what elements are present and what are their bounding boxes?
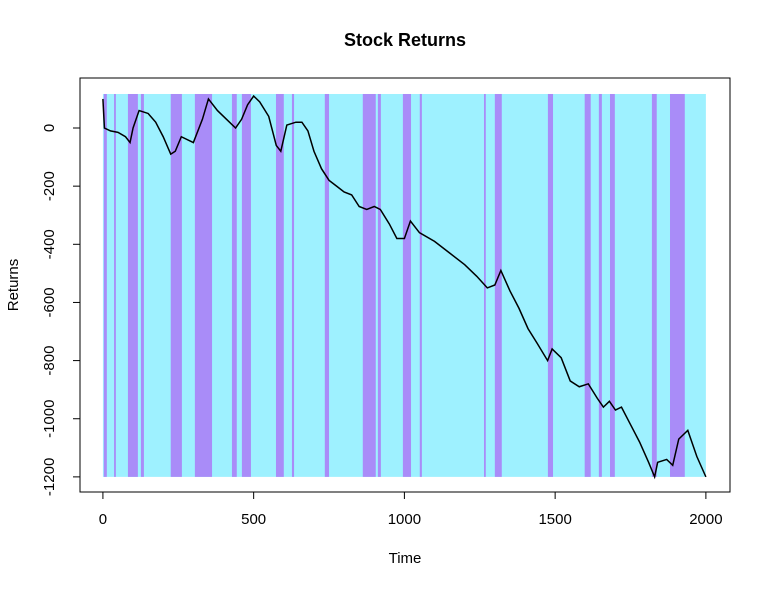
y-tick-label: -800 xyxy=(41,346,58,376)
y-tick-label: 0 xyxy=(41,124,58,132)
shaded-region xyxy=(241,93,251,477)
shaded-region xyxy=(194,93,213,477)
shaded-region xyxy=(324,93,330,477)
shaded-region xyxy=(547,93,554,477)
shaded-region xyxy=(494,93,502,477)
y-tick-label: -1000 xyxy=(41,400,58,438)
y-tick-label: -200 xyxy=(41,171,58,201)
shaded-region xyxy=(402,93,412,477)
x-tick-label: 1000 xyxy=(388,511,421,528)
x-tick-label: 1500 xyxy=(538,511,571,528)
chart-title: Stock Returns xyxy=(344,30,466,50)
shaded-region xyxy=(362,93,376,477)
x-tick-label: 500 xyxy=(241,511,266,528)
shaded-region xyxy=(103,93,107,477)
y-tick-label: -600 xyxy=(41,287,58,317)
shaded-region xyxy=(670,93,685,477)
shaded-region xyxy=(377,93,381,477)
shaded-region xyxy=(419,93,422,477)
shaded-region xyxy=(610,93,615,477)
line xyxy=(102,94,707,480)
y-axis-label: Returns xyxy=(5,259,22,312)
shaded-region xyxy=(291,93,295,477)
shaded-region xyxy=(114,93,116,477)
shaded-region xyxy=(584,93,591,477)
shaded-region xyxy=(127,93,138,477)
shaded-region xyxy=(140,93,144,477)
shaded-region xyxy=(598,93,602,477)
shaded-region xyxy=(231,93,237,477)
y-tick-label: -400 xyxy=(41,229,58,259)
x-tick-label: 2000 xyxy=(689,511,722,528)
shaded-region xyxy=(170,93,182,477)
y-tick-label: -1200 xyxy=(41,458,58,496)
x-tick-label: 0 xyxy=(99,511,107,528)
shaded-region xyxy=(275,93,284,477)
x-axis-label: Time xyxy=(389,550,422,567)
shaded-region xyxy=(651,93,657,477)
